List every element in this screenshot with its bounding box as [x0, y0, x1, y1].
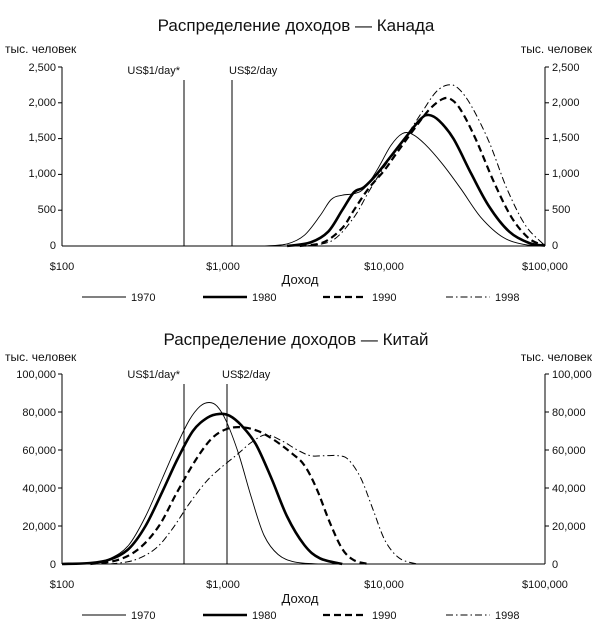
x-tick-label: $100: [50, 261, 74, 273]
y-tick-label: 2,000: [28, 97, 56, 109]
y-tick-label: 1,000: [28, 168, 56, 180]
us2-day-label: US$2/day: [222, 369, 271, 381]
y-unit-left: тыс. человек: [5, 42, 77, 56]
x-axis: $100 $1,000 $10,000 $100,000 Доход: [50, 245, 568, 287]
y-tick-label: 0: [50, 240, 56, 252]
legend: 1970 1980 1990 1998: [82, 610, 519, 622]
legend-label-1998: 1998: [495, 292, 519, 304]
china-curves: [61, 402, 418, 566]
legend-label-1990: 1990: [372, 610, 396, 622]
us2-day-label: US$2/day: [229, 65, 278, 77]
legend-label-1970: 1970: [131, 292, 155, 304]
series-line-1980: [61, 412, 343, 566]
reference-lines: US$1/day* US$2/day: [127, 369, 271, 564]
x-tick-label: $1,000: [206, 261, 240, 273]
y-tick-label: 2,500: [552, 62, 580, 74]
series-line-1980: [286, 113, 546, 248]
x-tick-label: $10,000: [364, 579, 404, 591]
chart-title: Распределение доходов — Китай: [163, 330, 428, 349]
y-tick-label: 500: [552, 204, 570, 216]
us1-day-label: US$1/day*: [127, 65, 180, 77]
y-axis-left: 100,000 80,000 60,000 40,000 20,000 0: [16, 369, 63, 571]
x-axis-label: Доход: [282, 591, 319, 606]
y-tick-label: 0: [552, 240, 558, 252]
y-unit-left: тыс. человек: [5, 350, 77, 364]
y-tick-label: 60,000: [552, 445, 586, 457]
y-tick-label: 500: [38, 204, 56, 216]
y-tick-label: 60,000: [22, 445, 56, 457]
y-tick-label: 20,000: [552, 521, 586, 533]
chart-title: Распределение доходов — Канада: [158, 16, 435, 35]
us1-day-label: US$1/day*: [127, 369, 180, 381]
y-unit-right: тыс. человек: [521, 350, 593, 364]
y-tick-label: 0: [552, 559, 558, 571]
x-axis: $100 $1,000 $10,000 $100,000 Доход: [50, 563, 568, 606]
y-unit-right: тыс. человек: [521, 42, 593, 56]
series-line-1998: [110, 434, 418, 565]
legend-label-1970: 1970: [131, 610, 155, 622]
y-tick-label: 1,000: [552, 168, 580, 180]
y-axis-right: 2,500 2,000 1,500 1,000 500 0: [544, 62, 580, 252]
y-tick-label: 100,000: [552, 369, 592, 381]
y-tick-label: 20,000: [22, 521, 56, 533]
legend-label-1998: 1998: [495, 610, 519, 622]
y-tick-label: 40,000: [22, 483, 56, 495]
y-tick-label: 1,500: [28, 132, 56, 144]
legend-label-1980: 1980: [252, 292, 276, 304]
x-axis-label: Доход: [282, 272, 319, 287]
y-axis-left: 2,500 2,000 1,500 1,000 500 0: [28, 62, 63, 252]
series-line-1990: [90, 426, 369, 566]
legend-label-1980: 1980: [252, 610, 276, 622]
y-tick-label: 2,500: [28, 62, 56, 74]
reference-lines: US$1/day* US$2/day: [127, 65, 278, 246]
canada-curves: [264, 84, 546, 248]
y-tick-label: 2,000: [552, 97, 580, 109]
china-chart: Распределение доходов — Китай тыс. челов…: [5, 330, 593, 622]
series-line-1970: [264, 132, 546, 247]
x-tick-label: $100: [50, 579, 74, 591]
y-axis-right: 100,000 80,000 60,000 40,000 20,000 0: [544, 369, 592, 571]
y-tick-label: 80,000: [22, 407, 56, 419]
legend-label-1990: 1990: [372, 292, 396, 304]
y-tick-label: 0: [50, 559, 56, 571]
y-tick-label: 1,500: [552, 132, 580, 144]
series-line-1990: [299, 96, 546, 248]
series-line-1970: [61, 402, 320, 565]
y-tick-label: 80,000: [552, 407, 586, 419]
x-tick-label: $10,000: [364, 261, 404, 273]
series-line-1998: [306, 84, 546, 247]
x-tick-label: $100,000: [522, 261, 568, 273]
legend: 1970 1980 1990 1998: [82, 292, 519, 304]
x-tick-label: $100,000: [522, 579, 568, 591]
canada-chart: Распределение доходов — Канада тыс. чело…: [5, 16, 593, 304]
x-tick-label: $1,000: [206, 579, 240, 591]
y-tick-label: 40,000: [552, 483, 586, 495]
y-tick-label: 100,000: [16, 369, 56, 381]
